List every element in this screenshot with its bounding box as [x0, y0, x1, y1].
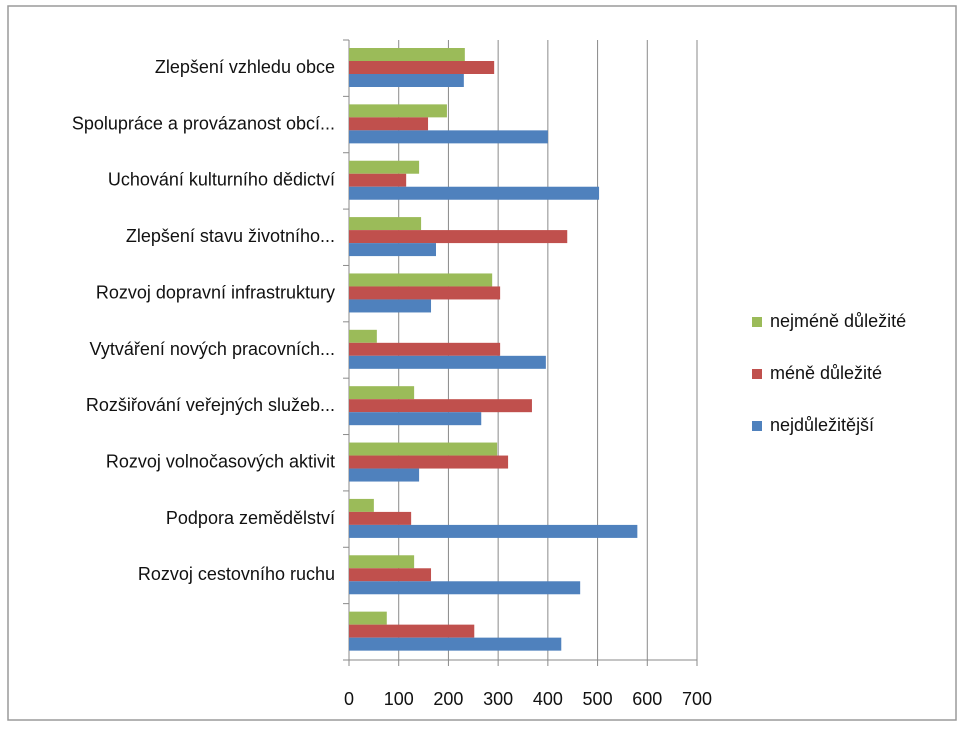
bar — [349, 386, 415, 400]
bar — [349, 511, 412, 525]
y-tick-label: Rozvoj cestovního ruchu — [138, 564, 335, 584]
y-tick-label: Uchování kulturního dědictví — [108, 170, 335, 190]
x-tick-label: 400 — [533, 689, 563, 709]
bar — [349, 117, 429, 131]
bar — [349, 624, 475, 638]
bar — [349, 524, 638, 538]
x-tick-label: 200 — [433, 689, 463, 709]
chart-border — [7, 5, 957, 721]
bar — [349, 173, 407, 187]
x-tick-label: 500 — [583, 689, 613, 709]
y-tick-label: Vytváření nových pracovních... — [90, 339, 335, 359]
y-tick-label: Rozšiřování veřejných služeb... — [86, 395, 335, 415]
bar — [349, 186, 600, 200]
y-tick-label: Zlepšení stavu životního... — [126, 226, 335, 246]
legend-swatch — [752, 421, 762, 431]
bar — [349, 412, 482, 426]
bar — [349, 104, 447, 118]
bar — [349, 243, 436, 257]
legend-label: nejméně důležité — [770, 311, 906, 331]
bar — [349, 399, 532, 413]
x-tick-label: 0 — [344, 689, 354, 709]
x-tick-label: 700 — [682, 689, 712, 709]
bar — [349, 637, 562, 651]
bar — [349, 48, 465, 61]
y-tick-label: Podpora zemědělství — [166, 508, 335, 528]
bar — [349, 329, 377, 343]
bar — [349, 581, 581, 595]
bar — [349, 74, 464, 87]
bar — [349, 286, 501, 300]
bar — [349, 61, 495, 74]
bar — [349, 130, 548, 144]
bar — [349, 342, 501, 356]
bar — [349, 273, 493, 287]
bar — [349, 455, 509, 469]
bar — [349, 555, 415, 569]
bar — [349, 442, 498, 456]
y-tick-label: Rozvoj volnočasových aktivit — [106, 451, 335, 471]
y-tick-label: Zlepšení vzhledu obce — [155, 57, 335, 77]
x-tick-label: 100 — [384, 689, 414, 709]
x-tick-label: 600 — [632, 689, 662, 709]
legend-label: méně důležité — [770, 363, 882, 383]
bar — [349, 568, 432, 582]
legend-label: nejdůležitější — [770, 415, 874, 435]
x-tick-label: 300 — [483, 689, 513, 709]
bar — [349, 217, 422, 231]
bar — [349, 355, 546, 369]
bar — [349, 299, 432, 313]
bar — [349, 160, 420, 174]
y-tick-label: Rozvoj dopravní infrastruktury — [96, 282, 335, 302]
legend-swatch — [752, 369, 762, 379]
bar — [349, 230, 568, 244]
legend-swatch — [752, 317, 762, 327]
y-tick-label: Spolupráce a provázanost obcí... — [72, 113, 335, 133]
bar — [349, 498, 374, 512]
bar — [349, 611, 387, 625]
bar — [349, 468, 420, 482]
